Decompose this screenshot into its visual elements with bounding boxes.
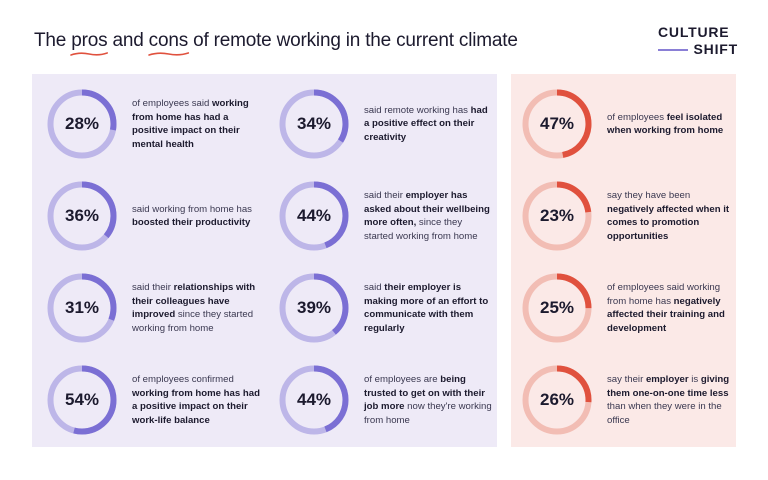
cons-donut-arc-3 [522,273,592,343]
cons-description-3-part-1: of employees said working from home has [607,282,721,307]
cons-donut-arc-2 [522,181,592,251]
pros-description-7: said their employer is making more of an… [364,281,494,335]
pros-description-5-part-1: said remote working has [364,104,471,116]
pros-donut-2: 36% [46,180,118,252]
pros-description-8: of employees are being trusted to get on… [364,373,494,427]
cons-description-4-part-3: is [688,374,701,385]
pros-donut-arc-3 [47,273,117,343]
pros-donut-arc-6 [279,181,349,251]
pros-donut-5: 34% [278,88,350,160]
pros-description-4-part-1: of employees confirmed [132,374,234,385]
cons-description-4-part-4: giving them one-on-one time less [607,374,730,399]
pros-donut-arc-7 [279,273,349,343]
pros-description-6-part-2: employer has asked about their wellbeing… [364,190,490,228]
cons-percentage-4: 26% [539,390,575,409]
pros-description-7-part-1: said [364,282,385,293]
pros-percentage-2: 36% [64,206,100,225]
pros-description-5: said remote working has had a positive e… [364,104,494,145]
pros-percentage-3: 31% [64,298,100,317]
cons-donut-3: 25% [521,272,593,344]
pros-description-3-part-2: relationships with their colleagues have… [132,282,256,320]
pros-percentage-8: 44% [296,390,332,409]
cons-donut-2: 23% [521,180,593,252]
pros-donut-7: 39% [278,272,350,344]
pros-percentage-1: 28% [64,114,100,133]
pros-percentage-6: 44% [296,206,332,225]
cons-donut-arc-4 [522,365,592,435]
pros-percentage-5: 34% [296,114,332,133]
pros-description-8-part-3: now they're working from home [364,401,492,426]
pros-description-2-part-2: boosted their productivity [132,217,251,228]
pros-description-6: said their employer has asked about thei… [364,189,494,243]
cons-description-4-part-2: employer [645,374,689,385]
pros-description-3: said their relationships with their coll… [132,281,262,335]
cons-description-4-part-5: than when they were in the office [607,401,722,426]
cons-stat-3: 25% of employees said working from home h… [521,272,737,344]
pros-donut-arc-8 [279,365,349,435]
cons-description-1: of employees feel isolated when working … [607,111,737,138]
pros-description-6-part-1: said their [364,190,406,201]
pros-description-6-part-3: since they started working from home [364,217,478,242]
cons-percentage-1: 47% [539,114,575,133]
cons-description-3: of employees said working from home has … [607,281,737,335]
pros-description-4: of employees confirmed working from home… [132,373,262,427]
pros-description-8-part-2: being trusted to get on with their job m… [364,374,485,412]
pros-donut-arc-1 [47,89,117,159]
cons-percentage-3: 25% [539,298,575,317]
pros-donut-1: 28% [46,88,118,160]
pros-percentage-4: 54% [64,390,100,409]
cons-description-2: say they have been negatively affected w… [607,189,737,243]
page-title: The pros and cons of remote working in t… [34,30,518,56]
pros-description-7-part-2: their employer is making more of an effo… [364,282,489,334]
cons-percentage-2: 23% [539,206,575,225]
pros-stat-6: 44% said their employer has asked about t… [278,180,494,252]
cons-word: cons [147,30,189,56]
pros-donut-arc-4 [47,365,117,435]
pros-stat-5: 34% said remote working has had a positiv… [278,88,494,160]
pros-description-1-part-3: had a positive impact on their mental he… [132,111,240,150]
pros-description-2: said working from home has boosted their… [132,203,262,230]
pros-description-1-part-1: of employees said [132,98,212,109]
cons-description-4-part-1: say their [607,374,646,385]
pros-description-1: of employees said working from home has … [132,97,262,151]
pros-donut-arc-5 [279,89,349,159]
cons-donut-arc-1 [522,89,592,159]
cons-panel [511,74,736,447]
cons-stat-1: 47% of employees feel isolated when worki… [521,88,737,160]
pros-donut-4: 54% [46,364,118,436]
pros-stat-7: 39% said their employer is making more of… [278,272,494,344]
pros-description-3-part-1: said their [132,282,174,293]
pros-stat-8: 44% of employees are being trusted to get… [278,364,494,436]
pros-donut-arc-2 [47,181,117,251]
cons-donut-4: 26% [521,364,593,436]
pros-description-2-part-1: said working from home has [132,203,252,215]
cons-description-1-part-1: of employees [607,111,667,123]
pros-stat-1: 28% of employees said working from home h… [46,88,262,160]
pros-description-3-part-3: since they started working from home [132,309,254,334]
logo-bar [658,48,688,51]
pros-description-4-part-2: working from home has had a positive imp… [132,387,260,426]
cons-description-2-part-2: negatively affected when it comes to pro… [607,203,730,242]
culture-shift-logo: CULTURE SHIFT [658,24,738,57]
cons-description-3-part-2: negatively affected their training and d… [607,295,725,334]
cons-description-1-part-2: feel isolated when working from home [607,111,724,137]
pros-underline [70,52,109,56]
pros-stat-3: 31% said their relationships with their c… [46,272,262,344]
pros-donut-3: 31% [46,272,118,344]
pros-description-1-part-2: working from home has [132,98,249,123]
cons-stat-2: 23% say they have been negatively affecte… [521,180,737,252]
pros-description-5-part-2: had a positive effect on their creativit… [364,104,488,143]
pros-description-8-part-1: of employees are [364,374,441,385]
pros-word: pros [70,30,109,56]
pros-percentage-7: 39% [296,298,332,317]
pros-stat-4: 54% of employees confirmed working from h… [46,364,262,436]
cons-stat-4: 26% say their employer is giving them one… [521,364,737,436]
cons-donut-1: 47% [521,88,593,160]
pros-donut-8: 44% [278,364,350,436]
cons-description-2-part-1: say they have been [607,190,691,201]
pros-stat-2: 36% said working from home has boosted th… [46,180,262,252]
pros-donut-6: 44% [278,180,350,252]
cons-description-4: say their employer is giving them one-on… [607,373,737,427]
cons-underline [147,52,189,56]
